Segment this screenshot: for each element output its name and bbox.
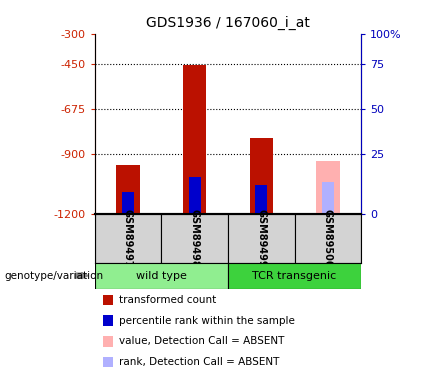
Text: genotype/variation: genotype/variation	[4, 271, 104, 280]
Text: GSM89498: GSM89498	[190, 209, 200, 267]
Text: rank, Detection Call = ABSENT: rank, Detection Call = ABSENT	[119, 357, 280, 367]
Text: GSM89497: GSM89497	[123, 209, 133, 267]
Bar	[228, 262, 361, 289]
Text: GSM89499: GSM89499	[256, 209, 266, 267]
Bar	[249, 138, 273, 214]
Bar	[316, 161, 340, 214]
Bar	[183, 65, 206, 214]
Bar	[255, 185, 267, 214]
Text: wild type: wild type	[136, 271, 187, 280]
Bar	[228, 214, 295, 262]
Text: percentile rank within the sample: percentile rank within the sample	[119, 316, 295, 326]
Bar	[116, 165, 140, 214]
Text: transformed count: transformed count	[119, 295, 216, 305]
Bar	[161, 214, 228, 262]
Title: GDS1936 / 167060_i_at: GDS1936 / 167060_i_at	[146, 16, 310, 30]
Bar	[295, 214, 361, 262]
Text: TCR transgenic: TCR transgenic	[252, 271, 337, 280]
Bar	[189, 177, 200, 214]
Text: value, Detection Call = ABSENT: value, Detection Call = ABSENT	[119, 336, 285, 346]
Bar	[95, 262, 228, 289]
Bar	[122, 192, 134, 214]
Bar	[95, 214, 161, 262]
Bar	[322, 182, 334, 214]
Text: GSM89500: GSM89500	[323, 209, 333, 267]
